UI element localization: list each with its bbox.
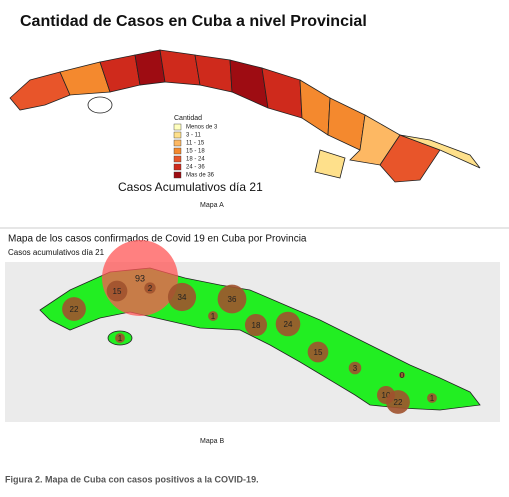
province bbox=[314, 149, 346, 179]
bubble-label: 36 bbox=[228, 295, 237, 304]
bubble bbox=[167, 282, 197, 312]
bubble bbox=[144, 282, 156, 294]
bubble-label: 15 bbox=[113, 287, 122, 296]
bubble-label: 15 bbox=[314, 348, 323, 357]
bubble-label: 0 bbox=[400, 371, 405, 380]
caption: Figura 2. Mapa de Cuba con casos positiv… bbox=[5, 474, 259, 484]
province bbox=[9, 71, 71, 111]
bubble bbox=[62, 297, 86, 321]
province bbox=[399, 134, 481, 169]
bubble-label: 3 bbox=[353, 364, 358, 373]
map-a bbox=[9, 49, 481, 183]
bubble bbox=[348, 361, 362, 375]
bubble bbox=[307, 341, 329, 363]
bubble bbox=[208, 311, 218, 321]
bubble-label: 2 bbox=[148, 284, 153, 293]
legend-swatch bbox=[173, 131, 182, 139]
bubble bbox=[275, 311, 301, 337]
bubble bbox=[115, 333, 125, 343]
bubble-label: 10 bbox=[382, 391, 391, 400]
legend-label: Mas de 36 bbox=[186, 173, 215, 179]
map-label: Mapa B bbox=[200, 438, 224, 445]
bubble bbox=[244, 313, 268, 337]
bubble-label: 24 bbox=[284, 320, 293, 329]
province bbox=[299, 79, 331, 136]
legend-swatch bbox=[173, 163, 182, 171]
legend-swatch bbox=[173, 147, 182, 155]
legend-label: 24 - 36 bbox=[186, 165, 205, 171]
legend-title: Cantidad bbox=[174, 115, 202, 122]
bubble bbox=[106, 280, 128, 302]
annotation: Casos Acumulativos día 21 bbox=[118, 180, 263, 194]
province bbox=[261, 67, 303, 119]
legend-swatch bbox=[173, 139, 182, 147]
province bbox=[379, 134, 441, 183]
province bbox=[349, 114, 401, 166]
bubble-label: 22 bbox=[394, 398, 403, 407]
bubble-label: 18 bbox=[252, 321, 261, 330]
province bbox=[159, 49, 201, 86]
map-b-subtitle: Casos acumulativos día 21 bbox=[8, 248, 105, 257]
legend-swatch bbox=[173, 155, 182, 163]
legend: Cantidad Menos de 3 3 - 11 11 - 15 15 - 18 1… bbox=[168, 112, 238, 180]
bubble-label: 1 bbox=[430, 394, 435, 403]
bubble bbox=[217, 284, 247, 314]
legend-label: 18 - 24 bbox=[186, 157, 205, 163]
island bbox=[87, 96, 113, 114]
legend-label: Menos de 3 bbox=[186, 125, 218, 131]
map-label: Mapa A bbox=[200, 202, 224, 209]
bubble bbox=[399, 372, 405, 378]
bubble-label: 93 bbox=[135, 273, 145, 283]
legend-label: 15 - 18 bbox=[186, 149, 205, 155]
province bbox=[229, 59, 269, 109]
bubble bbox=[427, 393, 437, 403]
legend-label: 3 - 11 bbox=[186, 133, 202, 139]
bubble-label: 1 bbox=[211, 312, 216, 321]
bubble-label: 22 bbox=[70, 305, 79, 314]
bubble-label: 34 bbox=[178, 293, 187, 302]
bubble bbox=[386, 390, 410, 414]
legend-swatch bbox=[173, 123, 182, 131]
bubble-label: 1 bbox=[118, 334, 123, 343]
legend-swatch bbox=[173, 171, 182, 179]
province bbox=[194, 54, 233, 93]
map-a-title: Cantidad de Casos en Cuba a nivel Provin… bbox=[20, 13, 367, 30]
map-b-title: Mapa de los casos confirmados de Covid 1… bbox=[8, 234, 307, 245]
legend-label: 11 - 15 bbox=[186, 141, 205, 147]
province bbox=[327, 97, 366, 151]
